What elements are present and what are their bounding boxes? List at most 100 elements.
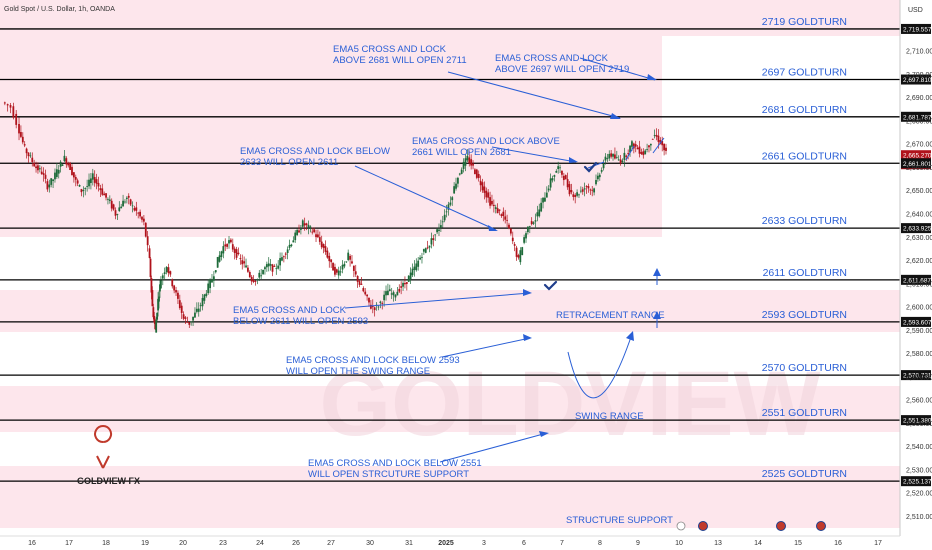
candle-body bbox=[595, 180, 597, 185]
candle-body bbox=[411, 268, 414, 276]
candle-body bbox=[133, 208, 136, 211]
currency-label[interactable]: USD bbox=[908, 7, 923, 14]
us-flag-icon bbox=[776, 521, 786, 531]
candle-body bbox=[661, 140, 664, 146]
candle-body bbox=[184, 317, 187, 319]
candle-body bbox=[368, 297, 370, 303]
candle-body bbox=[390, 293, 393, 295]
y-tick-label: 2,680.000 bbox=[906, 118, 932, 125]
price-label-box bbox=[901, 223, 931, 234]
level-label: 2551 GOLDTURN bbox=[762, 407, 847, 419]
candle-body bbox=[553, 175, 556, 177]
candle-body bbox=[421, 256, 423, 258]
candle-body bbox=[659, 140, 662, 145]
candle-body bbox=[396, 291, 399, 296]
price-label-text: 2,525.137 bbox=[903, 479, 932, 486]
candle-body bbox=[12, 106, 15, 118]
ann-a4-line1: EMA5 CROSS AND LOCK BELOW bbox=[240, 146, 390, 157]
price-label-box bbox=[901, 23, 931, 34]
candle-body bbox=[651, 138, 654, 140]
candle-body bbox=[305, 223, 308, 226]
candle-body bbox=[243, 261, 246, 264]
candle-body bbox=[163, 272, 166, 275]
candle-body bbox=[347, 252, 350, 261]
arrow-a4 bbox=[354, 165, 497, 231]
candle-body bbox=[468, 157, 471, 164]
arrow-a2 bbox=[579, 57, 656, 81]
candle-body bbox=[303, 223, 306, 226]
candle-body bbox=[492, 204, 495, 207]
y-tick-label: 2,630.000 bbox=[906, 235, 932, 242]
candle-body bbox=[178, 300, 181, 308]
candle-body bbox=[587, 186, 590, 189]
candle-body bbox=[663, 144, 666, 151]
candle-body bbox=[275, 268, 278, 270]
x-tick-label: 15 bbox=[794, 540, 802, 547]
swing-curve bbox=[567, 333, 633, 399]
arrow-rise-3 bbox=[652, 137, 665, 154]
candle-body bbox=[371, 305, 374, 308]
candle-body bbox=[144, 222, 147, 237]
candle-body bbox=[299, 229, 302, 230]
candle-body bbox=[120, 206, 123, 209]
candle-body bbox=[160, 280, 162, 289]
candle-body bbox=[369, 304, 372, 309]
price-label-text: 2,570.731 bbox=[903, 373, 932, 380]
candle-body bbox=[615, 156, 618, 158]
zone-band-2633-2611 bbox=[0, 237, 900, 290]
arrow-a1 bbox=[447, 71, 621, 119]
candle-body bbox=[235, 249, 238, 258]
candle-body bbox=[262, 269, 264, 275]
candle-body bbox=[315, 234, 317, 238]
candle-body bbox=[511, 237, 514, 242]
y-tick-label: 2,580.000 bbox=[906, 351, 932, 358]
candle-body bbox=[627, 153, 630, 154]
candle-body bbox=[443, 214, 446, 221]
candle-body bbox=[254, 281, 257, 282]
ann-a3-line2: 2661 WILL OPEN 2681 bbox=[412, 147, 511, 158]
candle-body bbox=[157, 298, 159, 311]
candle-body bbox=[638, 146, 641, 154]
arrow-a3 bbox=[491, 146, 577, 163]
watermark: GOLDVIEW bbox=[320, 353, 821, 455]
candle-body bbox=[455, 183, 457, 189]
zones-layer bbox=[0, 0, 900, 528]
zone-band-2593-2570 bbox=[0, 332, 900, 386]
candle-body bbox=[142, 218, 145, 222]
candle-body bbox=[131, 205, 134, 207]
arrowhead-a3 bbox=[569, 157, 578, 163]
x-tick-label: 17 bbox=[874, 540, 882, 547]
y-tick-label: 2,600.000 bbox=[906, 305, 932, 312]
price-label-box bbox=[901, 158, 931, 169]
annotation-texts: EMA5 CROSS AND LOCK ABOVE 2681 WILL OPEN… bbox=[233, 44, 673, 526]
candle-body bbox=[561, 170, 563, 175]
candle-body bbox=[449, 202, 452, 205]
y-tick-label: 2,710.000 bbox=[906, 49, 932, 56]
level-label: 2697 GOLDTURN bbox=[762, 67, 847, 79]
candle-body bbox=[362, 288, 365, 292]
candle-body bbox=[479, 180, 482, 186]
candle-body bbox=[642, 151, 645, 156]
zone-band-2551-2525 bbox=[0, 432, 900, 466]
level-label: 2570 GOLDTURN bbox=[762, 362, 847, 374]
candle-body bbox=[101, 188, 104, 195]
level-label: 2719 GOLDTURN bbox=[762, 16, 847, 28]
candle-body bbox=[536, 212, 539, 217]
candle-body bbox=[135, 207, 138, 211]
candle-body bbox=[207, 283, 210, 294]
price-label-box bbox=[901, 370, 931, 381]
candle-body bbox=[568, 184, 571, 195]
candle-body bbox=[78, 184, 81, 187]
candle-body bbox=[55, 169, 58, 177]
candle-body bbox=[9, 105, 12, 108]
candle-body bbox=[239, 258, 242, 260]
arrowhead-up-2611 bbox=[653, 268, 661, 276]
candle-body bbox=[35, 166, 37, 169]
check-mark-upper bbox=[583, 161, 598, 173]
candle-body bbox=[542, 197, 544, 203]
logo-pin-icon bbox=[94, 425, 112, 469]
candle-body bbox=[339, 271, 342, 273]
candle-body bbox=[282, 256, 285, 258]
price-label-box bbox=[901, 316, 931, 327]
candle-body bbox=[241, 260, 244, 265]
